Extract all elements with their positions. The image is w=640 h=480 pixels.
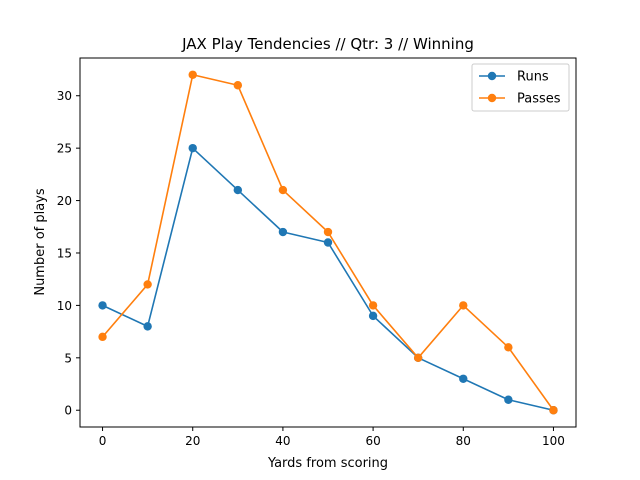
series-passes-point bbox=[413, 353, 423, 363]
y-tick-label: 5 bbox=[64, 351, 72, 365]
series-passes-point bbox=[143, 280, 152, 289]
series-runs-point bbox=[233, 185, 243, 195]
x-axis-label: Yards from scoring bbox=[267, 456, 388, 471]
series-passes-point bbox=[323, 227, 333, 237]
legend-passes-label: Passes bbox=[517, 92, 561, 107]
series-passes-point bbox=[459, 301, 468, 310]
plot-area bbox=[79, 57, 577, 428]
x-tick-label: 0 bbox=[99, 434, 107, 448]
series-runs-point bbox=[323, 238, 333, 247]
series-runs-point bbox=[504, 395, 513, 404]
y-tick-label: 30 bbox=[57, 89, 72, 103]
x-tick-label: 60 bbox=[365, 434, 380, 448]
series-passes-point bbox=[188, 70, 197, 79]
series-passes-point bbox=[233, 81, 243, 90]
plot-frame bbox=[79, 57, 577, 428]
chart-title: JAX Play Tendencies // Qtr: 3 // Winning bbox=[181, 35, 474, 53]
series-runs-point bbox=[188, 143, 197, 153]
legend-passes-marker bbox=[487, 93, 497, 103]
y-tick-label: 25 bbox=[57, 142, 72, 156]
series-passes bbox=[98, 70, 558, 415]
x-tick-label: 20 bbox=[185, 434, 200, 448]
series-passes-point bbox=[278, 185, 288, 195]
legend-runs-label: Runs bbox=[517, 70, 549, 85]
series-layer bbox=[98, 70, 558, 415]
series-runs-point bbox=[459, 374, 468, 383]
y-tick-label: 10 bbox=[57, 299, 72, 313]
series-runs-point bbox=[278, 227, 288, 237]
y-tick-label: 15 bbox=[57, 246, 72, 260]
x-axis: 0 20 40 60 80 100 bbox=[99, 427, 565, 448]
series-runs-point bbox=[143, 322, 152, 331]
x-tick-label: 100 bbox=[542, 434, 565, 448]
series-runs-point bbox=[368, 311, 378, 321]
series-runs bbox=[98, 143, 558, 415]
legend: Runs Passes bbox=[471, 63, 570, 112]
series-runs-point bbox=[98, 301, 107, 310]
series-passes-point bbox=[98, 332, 107, 342]
x-tick-label: 40 bbox=[275, 434, 290, 448]
y-tick-label: 0 bbox=[64, 404, 72, 418]
series-passes-point bbox=[549, 406, 558, 415]
y-axis: 0 5 10 15 20 25 30 bbox=[57, 89, 80, 418]
legend-runs-marker bbox=[487, 71, 497, 81]
y-tick-label: 20 bbox=[57, 194, 72, 208]
series-passes-point bbox=[504, 343, 513, 352]
y-axis-label: Number of plays bbox=[33, 188, 48, 296]
series-passes-point bbox=[368, 301, 378, 310]
x-tick-label: 80 bbox=[456, 434, 471, 448]
